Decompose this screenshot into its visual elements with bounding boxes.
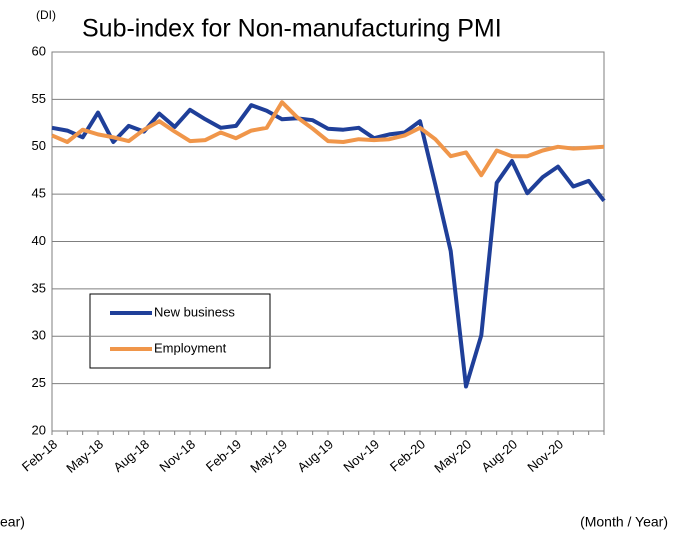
legend-label: Employment	[154, 340, 227, 355]
x-tick-label: May-18	[63, 436, 106, 475]
x-tick-label: May-19	[247, 436, 290, 475]
x-tick-label: Feb-19	[203, 436, 244, 474]
x-tick-label: May-20	[431, 436, 474, 475]
x-axis-label-cut: ear)	[0, 514, 25, 530]
y-tick-label: 40	[32, 233, 46, 248]
y-unit: (DI)	[36, 8, 56, 22]
x-tick-label: Aug-20	[478, 436, 520, 474]
y-tick-label: 50	[32, 138, 46, 153]
y-tick-label: 20	[32, 422, 46, 437]
y-tick-label: 45	[32, 186, 46, 201]
y-tick-label: 55	[32, 91, 46, 106]
legend-box	[89, 293, 271, 369]
x-tick-label: Feb-18	[19, 436, 60, 474]
y-tick-label: 60	[32, 43, 46, 58]
x-tick-label: Nov-20	[524, 436, 566, 474]
y-tick-label: 30	[32, 328, 46, 343]
legend-label: New business	[154, 304, 235, 319]
y-tick-label: 25	[32, 375, 46, 390]
x-tick-label: Nov-19	[340, 436, 382, 474]
series-line	[51, 100, 605, 178]
x-tick-label: Nov-18	[156, 436, 198, 474]
x-axis-label: (Month / Year)	[580, 514, 668, 530]
x-tick-label: Feb-20	[387, 436, 428, 474]
chart-title: Sub-index for Non-manufacturing PMI	[82, 15, 502, 43]
x-tick-label: Aug-18	[110, 436, 152, 474]
x-tick-label: Aug-19	[294, 436, 336, 474]
y-tick-label: 35	[32, 280, 46, 295]
